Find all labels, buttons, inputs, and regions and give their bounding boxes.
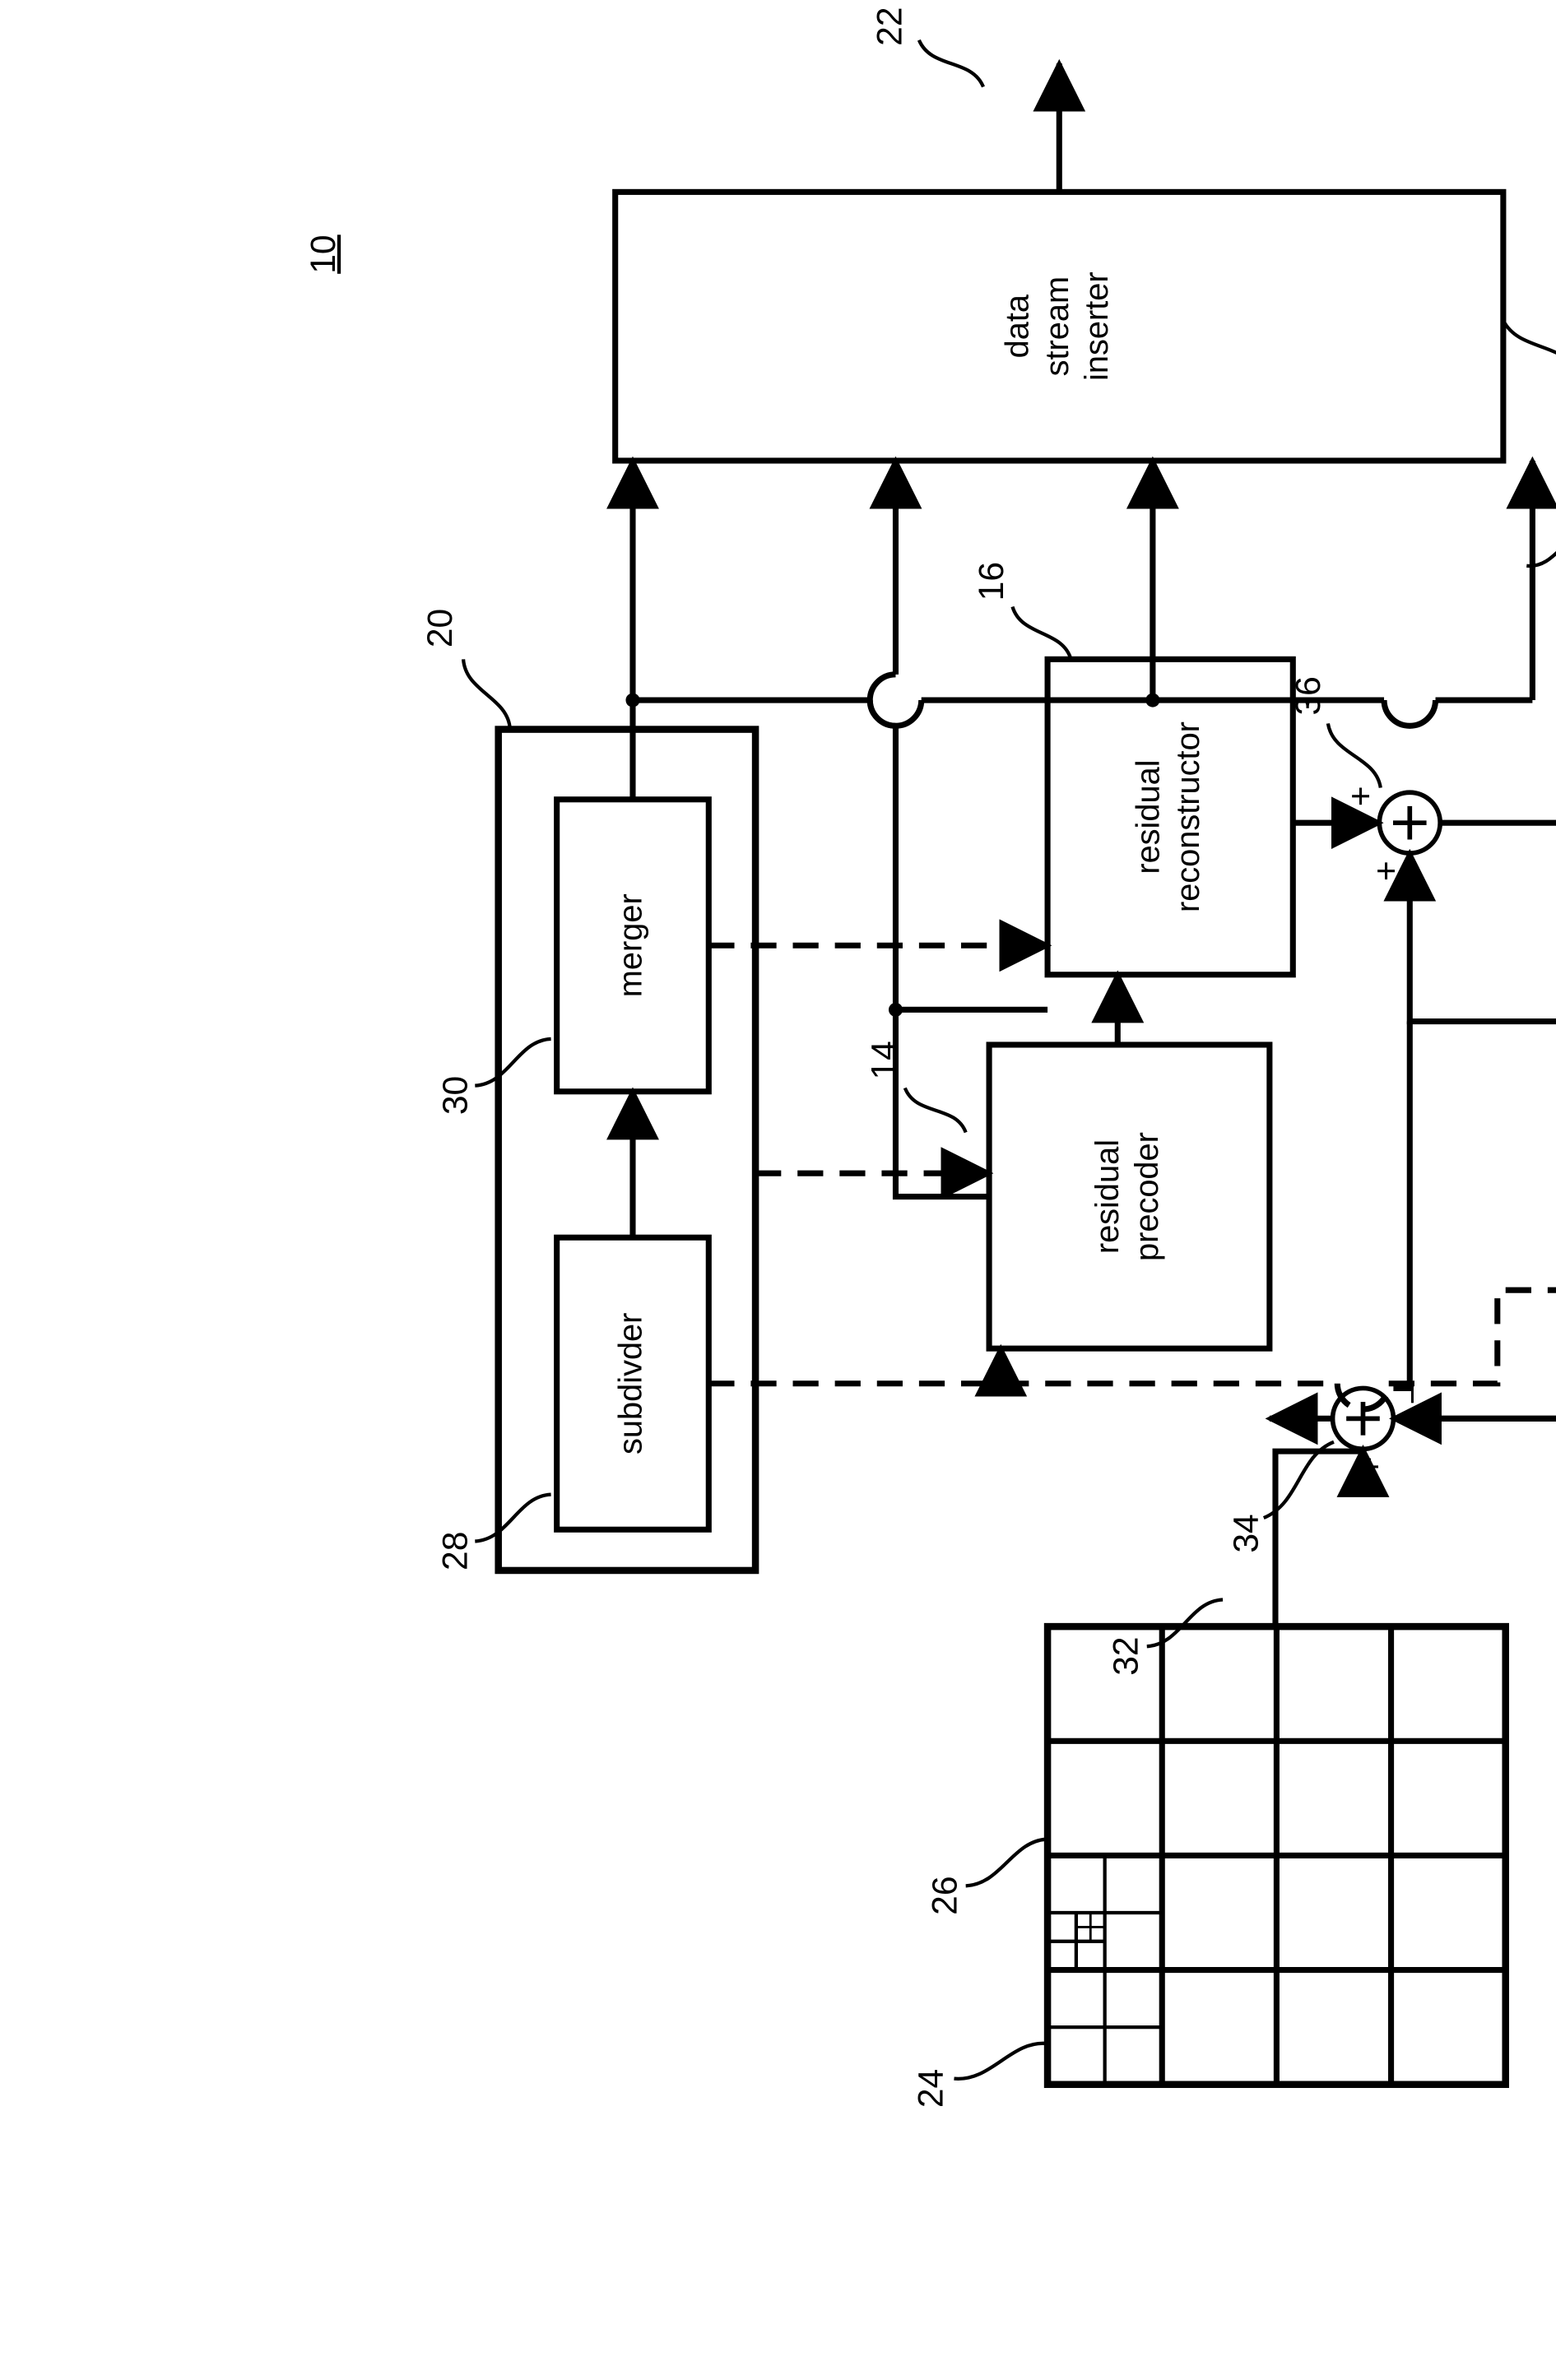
svg-text:32: 32 bbox=[1106, 1636, 1145, 1675]
svg-text:24: 24 bbox=[911, 2069, 950, 2108]
svg-text:data: data bbox=[1000, 294, 1036, 358]
svg-text:36: 36 bbox=[1289, 676, 1328, 715]
svg-text:30: 30 bbox=[435, 1076, 475, 1115]
svg-text:20: 20 bbox=[420, 609, 460, 647]
svg-text:16: 16 bbox=[972, 562, 1011, 601]
svg-text:+: + bbox=[1341, 786, 1381, 806]
svg-text:28: 28 bbox=[435, 1532, 475, 1570]
svg-text:+: + bbox=[1367, 861, 1406, 881]
svg-text:subdivder: subdivder bbox=[612, 1313, 648, 1454]
svg-text:14: 14 bbox=[864, 1041, 903, 1079]
svg-text:+: + bbox=[1350, 1456, 1390, 1477]
svg-text:residual: residual bbox=[1089, 1139, 1126, 1254]
svg-text:stream: stream bbox=[1039, 276, 1075, 376]
svg-text:26: 26 bbox=[925, 1876, 964, 1914]
svg-text:merger: merger bbox=[612, 893, 648, 997]
svg-text:precoder: precoder bbox=[1129, 1132, 1165, 1261]
svg-text:22: 22 bbox=[871, 7, 910, 45]
svg-text:inserter: inserter bbox=[1079, 271, 1115, 381]
svg-text:34: 34 bbox=[1227, 1514, 1266, 1552]
svg-text:reconstructor: reconstructor bbox=[1170, 721, 1206, 912]
svg-text:residual: residual bbox=[1131, 759, 1167, 874]
svg-text:10: 10 bbox=[304, 234, 343, 273]
